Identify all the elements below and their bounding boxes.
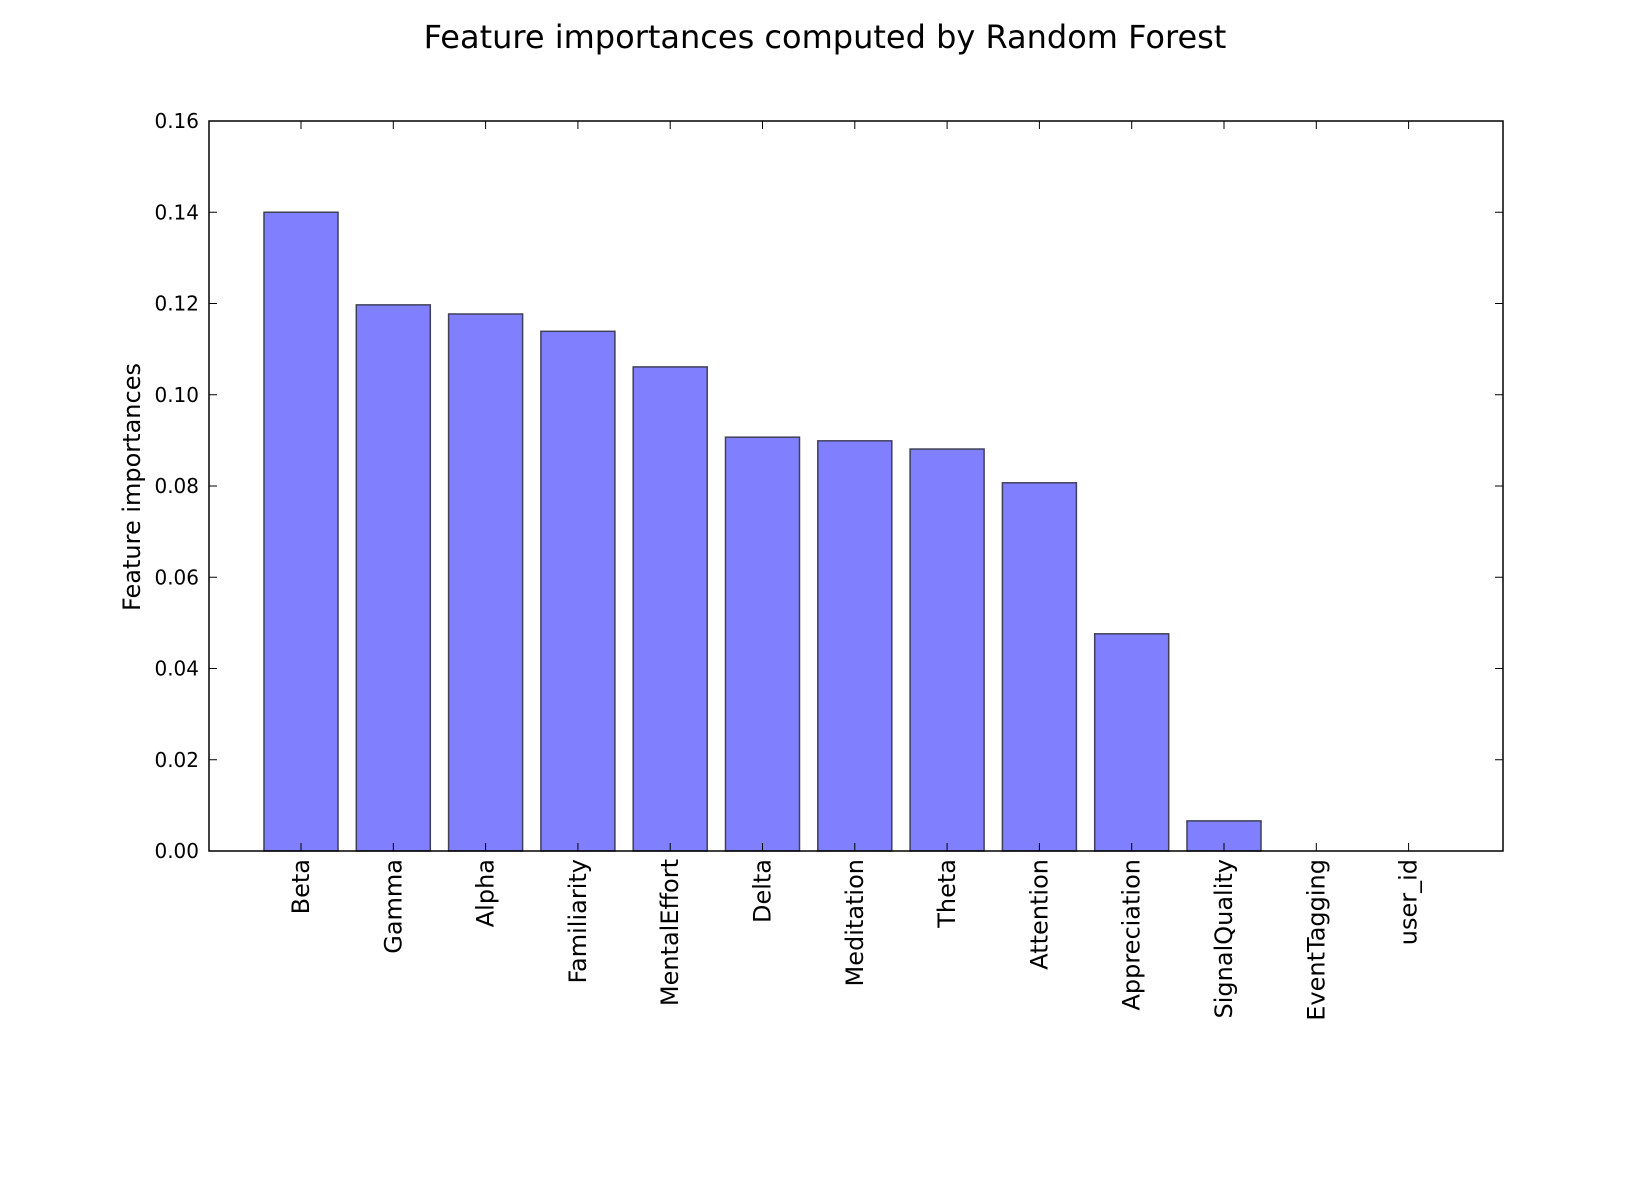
x-tick-label: Meditation: [841, 859, 869, 986]
y-tick-label: 0.00: [154, 839, 199, 863]
x-tick-label: SignalQuality: [1210, 859, 1238, 1018]
x-tick-label: Alpha: [472, 859, 500, 927]
bar-familiarity: [540, 330, 616, 852]
x-tick-label: Appreciation: [1118, 859, 1146, 1011]
y-tick-label: 0.08: [154, 474, 199, 498]
bar-appreciation: [1093, 633, 1170, 852]
x-tick-label: MentalEffort: [656, 859, 684, 1006]
x-tick-label: Beta: [287, 859, 315, 914]
bar-delta: [724, 436, 801, 852]
bar-alpha: [447, 313, 524, 852]
y-tick-label: 0.12: [154, 292, 199, 316]
chart-title: Feature importances computed by Random F…: [423, 18, 1227, 56]
bar-theta: [909, 448, 985, 852]
y-tick-label: 0.04: [154, 657, 199, 681]
y-tick-labels-group: 0.00 0.02 0.04 0.06 0.08 0.10 0.12 0.14 0.16: [154, 109, 199, 863]
plot-frame: [208, 120, 1504, 852]
y-tick-label: 0.16: [154, 109, 199, 133]
x-tick-label: Attention: [1025, 859, 1053, 970]
x-tick-label: Gamma: [379, 859, 407, 954]
bar-mentaleffort: [632, 366, 708, 852]
y-tick-label: 0.06: [154, 565, 199, 589]
x-tick-labels-group: Beta Gamma Alpha Familiarity MentalEffort Del…: [287, 859, 1423, 1021]
y-tick-label: 0.02: [154, 748, 199, 772]
bar-beta: [263, 211, 339, 852]
y-tick-label: 0.14: [154, 200, 199, 224]
x-tick-label: Delta: [749, 859, 777, 923]
bars-group: [263, 211, 1262, 852]
x-tick-label: user_id: [1395, 859, 1423, 945]
bar-meditation: [817, 440, 893, 852]
x-tick-label: Theta: [933, 859, 961, 929]
x-tick-label: Familiarity: [564, 859, 592, 984]
x-tick-label: EventTagging: [1302, 859, 1330, 1021]
bar-gamma: [355, 304, 432, 852]
y-tick-label: 0.10: [154, 383, 199, 407]
bar-attention: [1001, 482, 1078, 852]
